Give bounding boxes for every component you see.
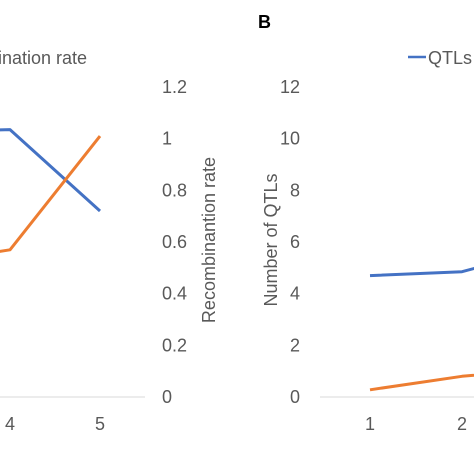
legend-label-qtls: QTLs xyxy=(428,48,472,68)
right-x-tick-label: 1 xyxy=(365,414,375,434)
left-x-tick-label: 5 xyxy=(95,414,105,434)
left-y2-tick-label: 1 xyxy=(162,129,172,149)
left-x-tick-label: 4 xyxy=(5,414,15,434)
right-y-tick-label: 2 xyxy=(290,335,300,355)
left-y2-axis-title: Recombinantion rate xyxy=(199,157,219,323)
right-y-tick-label: 4 xyxy=(290,284,300,304)
left-y2-tick-label: 0.8 xyxy=(162,180,187,200)
right-y-axis-title: Number of QTLs xyxy=(261,173,281,306)
left-chart-panel: ination rate 4 5 0 0.2 0.4 0.6 0.8 1 1.2 Recomb… xyxy=(0,48,219,434)
right-x-tick-label: 2 xyxy=(457,414,467,434)
right-series-qtls-line xyxy=(369,266,474,278)
right-y-tick-label: 12 xyxy=(280,77,300,97)
left-y2-tick-label: 0.4 xyxy=(162,284,187,304)
right-y-tick-label: 0 xyxy=(290,387,300,407)
right-y-tick-label: 10 xyxy=(280,129,300,149)
left-series-orange-line xyxy=(0,135,102,253)
right-y-tick-label: 8 xyxy=(290,180,300,200)
left-y2-tick-label: 1.2 xyxy=(162,77,187,97)
right-series-orange-line xyxy=(369,373,474,392)
left-legend-label: ination rate xyxy=(0,48,87,68)
left-y2-tick-label: 0.2 xyxy=(162,335,187,355)
left-y2-tick-label: 0.6 xyxy=(162,232,187,252)
left-y2-tick-label: 0 xyxy=(162,387,172,407)
panel-b-letter: B xyxy=(258,12,271,32)
right-y-tick-label: 6 xyxy=(290,232,300,252)
left-series-blue-line xyxy=(0,128,102,213)
